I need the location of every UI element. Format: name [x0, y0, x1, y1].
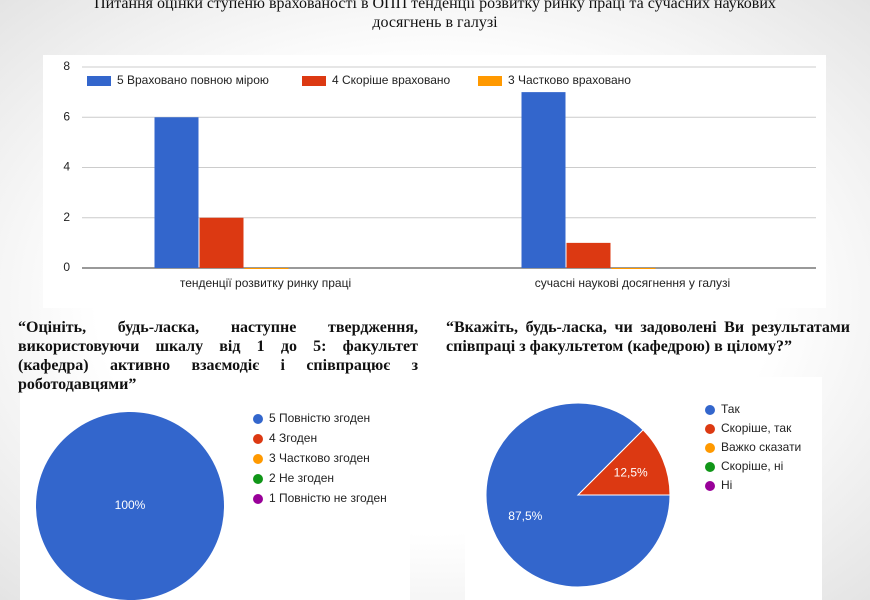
slice-label: 100% — [115, 498, 146, 512]
bar — [154, 117, 199, 268]
slice-label: 12,5% — [614, 465, 648, 479]
legend-swatch — [302, 76, 326, 86]
legend-swatch — [705, 424, 715, 434]
legend-label: 4 Згоден — [269, 431, 317, 445]
legend-swatch — [705, 462, 715, 472]
legend-label: Скоріше, ні — [721, 459, 783, 473]
legend-label: 3 Частково враховано — [508, 73, 631, 87]
x-tick-label: сучасні наукові досягнення у галузі — [535, 276, 730, 290]
legend-label: 5 Враховано повною мірою — [117, 73, 269, 87]
legend-label: 1 Повністю не згоден — [269, 491, 387, 505]
y-tick-label: 2 — [63, 210, 70, 224]
legend-swatch — [253, 414, 263, 424]
y-tick-label: 8 — [63, 59, 70, 73]
legend-label: 2 Не згоден — [269, 471, 334, 485]
legend-swatch — [87, 76, 111, 86]
pie-slice — [576, 429, 671, 496]
bar — [566, 242, 611, 268]
pie-slice — [485, 402, 671, 588]
legend-swatch — [253, 494, 263, 504]
legend-swatch — [705, 443, 715, 453]
legend-swatch — [253, 434, 263, 444]
legend-swatch — [253, 454, 263, 464]
legend-label: 4 Скоріше враховано — [332, 73, 451, 87]
bar — [521, 92, 566, 268]
legend-label: Важко сказати — [721, 440, 801, 454]
bar — [611, 268, 656, 269]
question: “Оцініть, будь-ласка, наступне твердженн… — [18, 319, 418, 393]
legend-swatch — [478, 76, 502, 86]
legend-swatch — [705, 405, 715, 415]
bar — [199, 217, 244, 268]
pie-slice — [36, 412, 224, 600]
legend-label: 3 Частково згоден — [269, 451, 370, 465]
x-tick-label: тенденції розвитку ринку праці — [180, 276, 351, 290]
question: “Вкажіть, будь-ласка, чи задоволені Ви р… — [446, 319, 850, 355]
y-tick-label: 6 — [63, 109, 70, 123]
y-tick-label: 4 — [63, 160, 70, 174]
slice-label: 87,5% — [508, 509, 542, 523]
legend-label: Ні — [721, 478, 732, 492]
legend-label: Так — [721, 402, 740, 416]
legend-label: 5 Повністю згоден — [269, 411, 370, 425]
y-tick-label: 0 — [63, 260, 70, 274]
legend-label: Скоріше, так — [721, 421, 792, 435]
slide-title: Питання оцінки ступеню врахованості в ОП… — [94, 0, 776, 31]
legend-swatch — [705, 481, 715, 491]
bar — [244, 268, 289, 269]
legend-swatch — [253, 474, 263, 484]
